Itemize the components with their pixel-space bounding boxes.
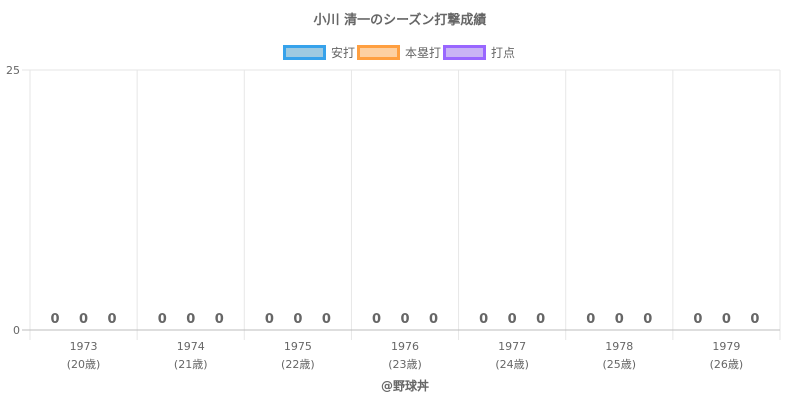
data-label: 0: [400, 312, 409, 327]
y-axis-ticks: 25 0: [6, 64, 20, 337]
data-label: 0: [79, 312, 88, 327]
data-label: 0: [158, 312, 167, 327]
data-label: 0: [215, 312, 224, 327]
legend-item[interactable]: 本塁打: [357, 45, 442, 60]
legend-label: 打点: [491, 46, 515, 60]
data-labels: 0 0 0 0 0 0 0 0 0 0 0 0 0 0 0 0 0 0 0 0 0: [51, 312, 760, 327]
data-label: 0: [108, 312, 117, 327]
x-tick-label: 1973: [70, 340, 98, 353]
x-tick-label: (22歳): [281, 358, 315, 371]
data-label: 0: [372, 312, 381, 327]
x-tick-label: (26歳): [710, 358, 744, 371]
y-tick-label: 25: [6, 64, 20, 77]
data-label: 0: [186, 312, 195, 327]
data-label: 0: [750, 312, 759, 327]
data-label: 0: [693, 312, 702, 327]
data-label: 0: [51, 312, 60, 327]
legend-swatch: [283, 45, 326, 60]
legend-swatch: [357, 45, 400, 60]
legend-item[interactable]: 打点: [443, 45, 516, 60]
x-tick-label: 1977: [498, 340, 526, 353]
data-label: 0: [722, 312, 731, 327]
x-tick-label: (25歳): [602, 358, 636, 371]
data-label: 0: [265, 312, 274, 327]
legend-item[interactable]: 安打: [283, 45, 356, 60]
data-label: 0: [293, 312, 302, 327]
chart-title: 小川 清一のシーズン打撃成績: [314, 12, 487, 28]
x-tick-label: 1975: [284, 340, 312, 353]
data-label: 0: [615, 312, 624, 327]
legend-label: 安打: [331, 45, 355, 60]
x-tick-label: (21歳): [174, 358, 208, 371]
data-label: 0: [536, 312, 545, 327]
x-axis-label: @野球丼: [381, 378, 429, 393]
x-tick-label: 1976: [391, 340, 419, 353]
y-tick-label: 0: [13, 324, 20, 337]
data-label: 0: [643, 312, 652, 327]
data-label: 0: [322, 312, 331, 327]
data-label: 0: [479, 312, 488, 327]
legend: 安打 本塁打 打点: [283, 45, 516, 60]
x-tick-label: (24歳): [495, 358, 529, 371]
data-label: 0: [429, 312, 438, 327]
x-axis-ticks: 1973 (20歳) 1974 (21歳) 1975 (22歳) 1976 (23歳) 1977…: [67, 340, 743, 371]
x-tick-label: (23歳): [388, 358, 422, 371]
legend-label: 本塁打: [405, 46, 441, 60]
data-label: 0: [586, 312, 595, 327]
grid: [22, 69, 781, 340]
x-tick-label: (20歳): [67, 358, 101, 371]
x-tick-label: 1974: [177, 340, 205, 353]
legend-swatch: [443, 45, 486, 60]
x-tick-label: 1979: [712, 340, 740, 353]
x-tick-label: 1978: [605, 340, 633, 353]
data-label: 0: [508, 312, 517, 327]
